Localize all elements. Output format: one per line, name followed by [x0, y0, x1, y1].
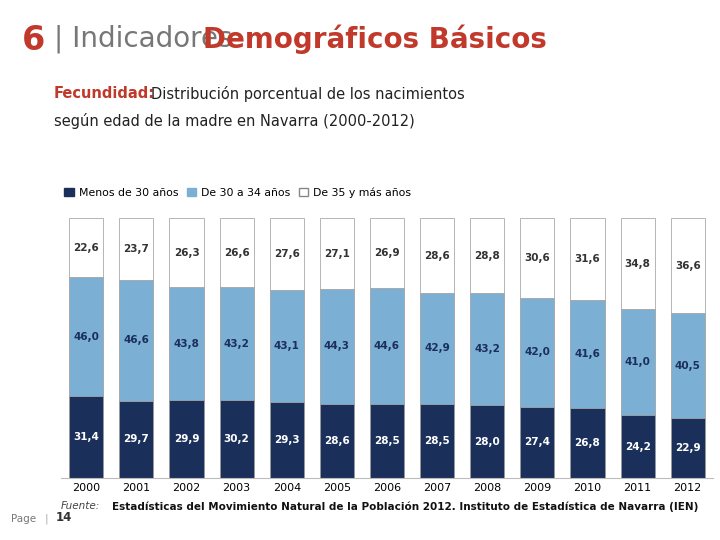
Bar [320, 404, 354, 478]
Text: 28,8: 28,8 [474, 251, 500, 261]
Text: 44,6: 44,6 [374, 341, 400, 351]
Bar [521, 298, 554, 407]
Text: 41,6: 41,6 [575, 349, 600, 360]
Bar [420, 293, 454, 404]
Text: Fuente:: Fuente: [61, 501, 101, 511]
Text: 22,6: 22,6 [73, 243, 99, 253]
Text: 26,6: 26,6 [224, 248, 250, 258]
Bar [270, 402, 304, 478]
Bar [220, 400, 253, 478]
Text: 42,9: 42,9 [424, 343, 450, 353]
Text: 6: 6 [22, 24, 45, 57]
Bar [420, 404, 454, 478]
Text: Demográficos Básicos: Demográficos Básicos [203, 24, 547, 54]
Bar [120, 280, 153, 401]
Text: 29,7: 29,7 [124, 434, 149, 444]
Text: 26,9: 26,9 [374, 248, 400, 258]
Bar [169, 219, 204, 287]
Text: 27,6: 27,6 [274, 249, 300, 259]
Text: 41,0: 41,0 [625, 357, 651, 367]
Bar [521, 407, 554, 478]
Text: 28,6: 28,6 [324, 436, 350, 446]
Text: 27,4: 27,4 [524, 437, 550, 447]
Text: 44,3: 44,3 [324, 341, 350, 351]
Text: Distribución porcentual de los nacimientos: Distribución porcentual de los nacimient… [151, 86, 465, 103]
Text: Page: Page [11, 514, 36, 524]
Bar [320, 219, 354, 289]
Text: 40,5: 40,5 [675, 361, 701, 371]
Text: 31,6: 31,6 [575, 254, 600, 265]
Text: Fecundidad:: Fecundidad: [54, 86, 155, 102]
Bar [320, 289, 354, 404]
Text: 30,2: 30,2 [224, 434, 250, 444]
Text: 46,6: 46,6 [123, 335, 149, 346]
Bar [470, 405, 504, 478]
Bar [671, 313, 705, 418]
Text: 42,0: 42,0 [524, 347, 550, 357]
Text: 46,0: 46,0 [73, 332, 99, 342]
Bar [69, 277, 103, 396]
Text: 28,6: 28,6 [424, 251, 450, 261]
Bar [621, 309, 654, 415]
Bar [671, 219, 705, 313]
Text: 43,2: 43,2 [224, 339, 250, 348]
Text: Estadísticas del Movimiento Natural de la Población 2012. Instituto de Estadísti: Estadísticas del Movimiento Natural de l… [112, 501, 698, 511]
Text: 31,4: 31,4 [73, 432, 99, 442]
Bar [420, 219, 454, 293]
Text: |: | [45, 514, 48, 524]
Bar [120, 219, 153, 280]
Text: 34,8: 34,8 [625, 259, 651, 268]
Text: 22,9: 22,9 [675, 443, 701, 453]
Text: | Indicadores: | Indicadores [54, 24, 233, 53]
Bar [120, 401, 153, 478]
Bar [671, 418, 705, 478]
Text: 28,5: 28,5 [374, 436, 400, 446]
Bar [570, 408, 605, 478]
Text: 36,6: 36,6 [675, 261, 701, 271]
Text: 28,5: 28,5 [424, 436, 450, 446]
Bar [370, 288, 404, 404]
Bar [570, 300, 605, 408]
Bar [621, 219, 654, 309]
Text: 29,3: 29,3 [274, 435, 300, 445]
Bar [69, 219, 103, 277]
Bar [621, 415, 654, 478]
Bar [370, 404, 404, 478]
Text: 26,3: 26,3 [174, 248, 199, 258]
Text: 29,9: 29,9 [174, 434, 199, 444]
Bar [570, 219, 605, 300]
Text: 43,8: 43,8 [174, 339, 199, 348]
Bar [470, 293, 504, 405]
Text: 30,6: 30,6 [524, 253, 550, 263]
Text: 23,7: 23,7 [123, 244, 149, 254]
Bar [370, 219, 404, 288]
Bar [521, 219, 554, 298]
Bar [270, 290, 304, 402]
Bar [220, 287, 253, 400]
Text: 26,8: 26,8 [575, 438, 600, 448]
Text: 24,2: 24,2 [625, 442, 651, 451]
Bar [270, 219, 304, 290]
Bar [69, 396, 103, 478]
Text: 14: 14 [56, 511, 73, 524]
Text: 43,1: 43,1 [274, 341, 300, 351]
Text: 27,1: 27,1 [324, 248, 350, 259]
Text: según edad de la madre en Navarra (2000-2012): según edad de la madre en Navarra (2000-… [54, 113, 415, 130]
Legend: Menos de 30 años, De 30 a 34 años, De 35 y más años: Menos de 30 años, De 30 a 34 años, De 35… [60, 183, 415, 202]
Bar [169, 287, 204, 400]
Bar [220, 219, 253, 287]
Text: 28,0: 28,0 [474, 436, 500, 447]
Bar [470, 219, 504, 293]
Bar [169, 400, 204, 478]
Text: 43,2: 43,2 [474, 344, 500, 354]
